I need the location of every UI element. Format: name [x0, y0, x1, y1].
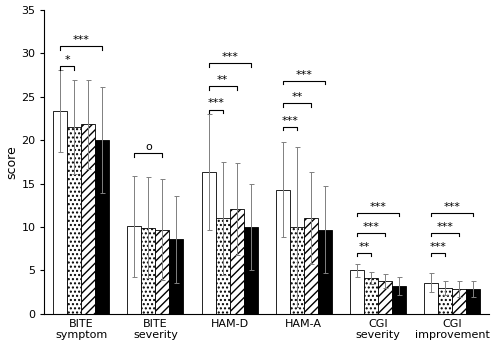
- Bar: [424, 283, 438, 314]
- Y-axis label: score: score: [6, 145, 18, 179]
- Text: ***: ***: [444, 202, 460, 212]
- Text: ***: ***: [362, 222, 380, 232]
- Text: ***: ***: [207, 98, 224, 108]
- Bar: [170, 239, 183, 314]
- Bar: [230, 209, 243, 314]
- Text: **: **: [291, 92, 302, 102]
- Bar: [81, 124, 95, 314]
- Bar: [452, 289, 466, 314]
- Text: ***: ***: [282, 116, 298, 126]
- Text: ***: ***: [296, 70, 312, 80]
- Text: ***: ***: [221, 52, 238, 62]
- Bar: [142, 228, 156, 314]
- Bar: [128, 226, 141, 314]
- Bar: [216, 218, 230, 314]
- Bar: [392, 286, 406, 314]
- Bar: [202, 172, 215, 314]
- Bar: [438, 288, 452, 314]
- Bar: [95, 140, 109, 314]
- Bar: [318, 230, 332, 314]
- Text: *: *: [64, 55, 70, 65]
- Bar: [276, 190, 290, 314]
- Text: ***: ***: [72, 35, 90, 45]
- Bar: [466, 289, 480, 314]
- Text: **: **: [217, 75, 228, 85]
- Text: ***: ***: [370, 202, 386, 212]
- Text: ***: ***: [430, 242, 447, 252]
- Bar: [378, 281, 392, 314]
- Bar: [244, 227, 258, 314]
- Text: o: o: [145, 142, 152, 152]
- Bar: [364, 278, 378, 314]
- Bar: [156, 230, 170, 314]
- Bar: [304, 218, 318, 314]
- Bar: [350, 271, 364, 314]
- Text: ***: ***: [437, 222, 454, 232]
- Bar: [290, 227, 304, 314]
- Bar: [67, 127, 81, 314]
- Bar: [53, 111, 67, 314]
- Text: **: **: [358, 242, 370, 252]
